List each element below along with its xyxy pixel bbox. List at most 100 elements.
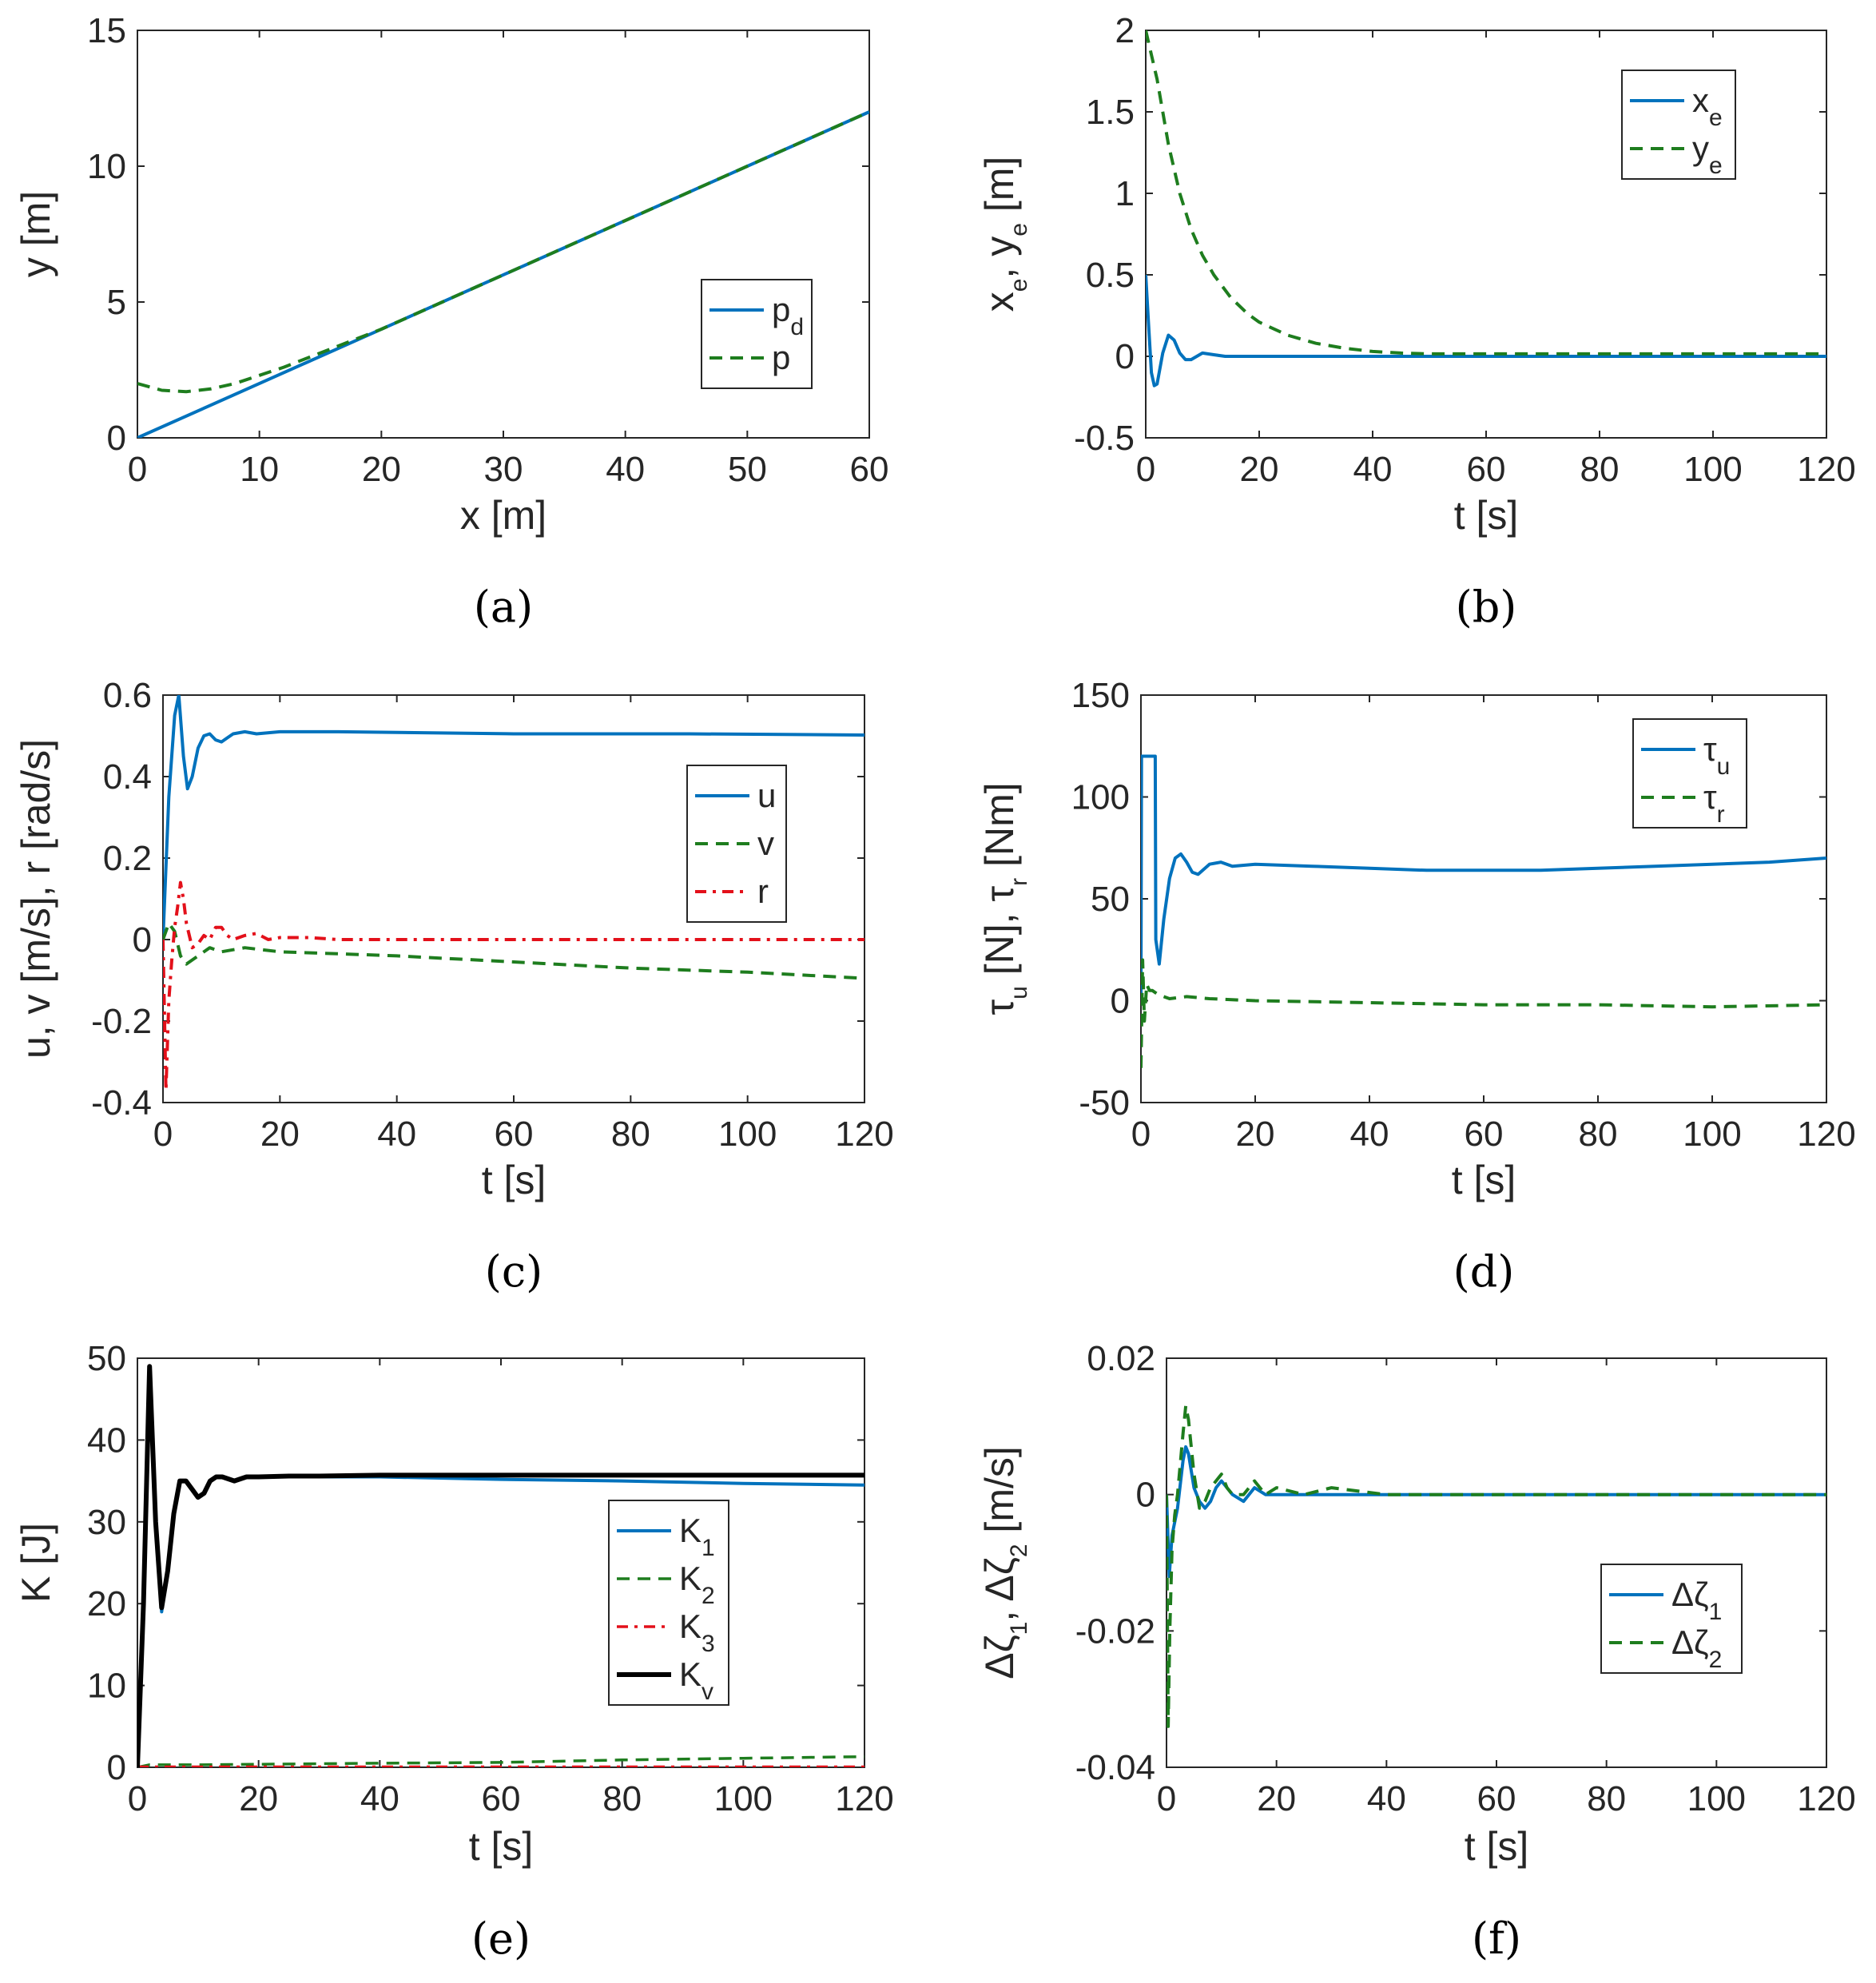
legend-entry-p: p: [772, 339, 790, 376]
x-axis-label: t [s]: [469, 1824, 534, 1869]
y-tick-label: -50: [1079, 1083, 1130, 1123]
legend-box: [701, 279, 813, 389]
x-tick-label: 0: [1136, 450, 1155, 489]
x-tick-label: 0: [153, 1115, 173, 1154]
x-tick-label: 20: [1257, 1779, 1296, 1818]
x-tick-label: 40: [1350, 1115, 1389, 1154]
x-tick-label: 60: [482, 1779, 521, 1818]
y-tick-label: 40: [87, 1421, 126, 1460]
subplot-caption: (c): [485, 1246, 543, 1297]
subplot-caption: (f): [1472, 1913, 1521, 1964]
y-tick-label: 0: [107, 419, 126, 458]
series-line-r: [163, 880, 864, 1092]
x-tick-label: 0: [1131, 1115, 1151, 1154]
subplot-b: 0 20 40 60 80 100 120-0.500.511.52t [s]xe, ye …: [977, 11, 1856, 632]
x-tick-label: 30: [484, 450, 523, 489]
y-axis-label: u, v [m/s], r [rad/s]: [14, 739, 58, 1059]
y-tick-label: 50: [87, 1339, 126, 1378]
x-tick-label: 80: [611, 1115, 650, 1154]
legend-entry-Δζ2: Δζ2: [1671, 1623, 1722, 1673]
x-tick-label: 100: [1683, 1115, 1741, 1154]
subplot-e: 0 20 40 60 80 100 120 0 10 20 30 40 50 t [s] K [J] (e) K…: [14, 1339, 894, 1964]
x-tick-label: 40: [1367, 1779, 1406, 1818]
x-tick-label: 120: [835, 1115, 893, 1154]
x-tick-label: 60: [1477, 1779, 1516, 1818]
legend-box: [1621, 70, 1736, 180]
x-tick-label: 50: [728, 450, 767, 489]
x-tick-label: 0: [1157, 1779, 1176, 1818]
x-tick-label: 100: [1687, 1779, 1746, 1818]
x-tick-label: 40: [1353, 450, 1393, 489]
x-tick-label: 60: [495, 1115, 534, 1154]
series-line-Δζ2: [1167, 1404, 1826, 1728]
y-tick-label: 0: [1111, 982, 1130, 1021]
x-tick-label: 0: [128, 450, 147, 489]
x-tick-label: 100: [714, 1779, 773, 1818]
legend-entry-pd: pd: [772, 291, 804, 340]
y-axis-label: τu [N], τr [Nm]: [977, 782, 1032, 1015]
y-tick-label: 0.4: [103, 757, 152, 797]
x-tick-label: 60: [1467, 450, 1506, 489]
y-tick-label: 0: [1115, 337, 1135, 376]
x-axis-label: x [m]: [460, 493, 547, 538]
legend-box: [1600, 1564, 1743, 1674]
x-tick-label: 40: [360, 1779, 399, 1818]
x-tick-label: 120: [1797, 1115, 1855, 1154]
y-tick-label: 20: [87, 1584, 126, 1623]
x-tick-label: 60: [850, 450, 889, 489]
series-line-K2: [137, 1754, 864, 1767]
y-tick-label: 50: [1091, 880, 1130, 919]
x-tick-label: 120: [1797, 1779, 1855, 1818]
y-tick-label: 0: [107, 1748, 126, 1787]
legend-entry-r: r: [757, 872, 769, 910]
series-line-Kv: [137, 1364, 864, 1767]
y-tick-label: -0.04: [1075, 1748, 1155, 1787]
legend: pdp: [701, 279, 813, 389]
y-tick-label: 0: [1136, 1476, 1155, 1515]
y-tick-label: -0.4: [91, 1083, 152, 1123]
x-tick-label: 20: [260, 1115, 300, 1154]
series-line-u: [163, 695, 864, 940]
legend-entry-τr: τr: [1703, 778, 1725, 828]
y-tick-label: 0: [133, 920, 152, 960]
x-axis-label: t [s]: [1452, 1158, 1516, 1202]
y-axis-label: Δζ1, Δζ2 [m/s]: [977, 1446, 1032, 1679]
series-line-τr: [1141, 958, 1826, 1068]
subplot-caption: (d): [1453, 1246, 1515, 1297]
legend-entry-u: u: [757, 777, 776, 814]
x-tick-label: 60: [1465, 1115, 1504, 1154]
y-tick-label: 2: [1115, 11, 1135, 50]
subplot-caption: (b): [1456, 582, 1517, 632]
x-axis-label: t [s]: [1465, 1824, 1529, 1869]
legend-box: [608, 1500, 729, 1706]
x-tick-label: 20: [239, 1779, 278, 1818]
legend-entry-xe: xe: [1692, 81, 1723, 131]
x-tick-label: 80: [1579, 1115, 1618, 1154]
y-tick-label: 150: [1071, 676, 1130, 715]
legend-entry-v: v: [757, 825, 774, 862]
y-tick-label: 0.2: [103, 839, 152, 878]
subplot-c: 0 20 40 60 80 100 120 -0.4 -0.2 0 0.2 0.4 0.6 t [s] u,…: [14, 676, 894, 1297]
y-tick-label: 10: [87, 1667, 126, 1706]
y-tick-label: 15: [87, 11, 126, 50]
x-tick-label: 80: [1587, 1779, 1626, 1818]
x-tick-label: 100: [1683, 450, 1742, 489]
subplot-caption: (a): [474, 582, 533, 632]
y-axis-label: xe, ye [m]: [977, 157, 1032, 312]
y-tick-label: 5: [107, 283, 126, 322]
y-axis-label: y [m]: [14, 191, 58, 277]
x-tick-label: 40: [606, 450, 645, 489]
y-tick-label: 0.6: [103, 676, 152, 715]
y-tick-label: 30: [87, 1503, 126, 1542]
series-line-p: [137, 110, 869, 394]
y-tick-label: 0.02: [1087, 1339, 1155, 1378]
x-tick-label: 20: [1236, 1115, 1275, 1154]
x-tick-label: 10: [240, 450, 279, 489]
y-tick-label: 1.5: [1086, 93, 1135, 132]
subplot-caption: (e): [471, 1913, 531, 1964]
